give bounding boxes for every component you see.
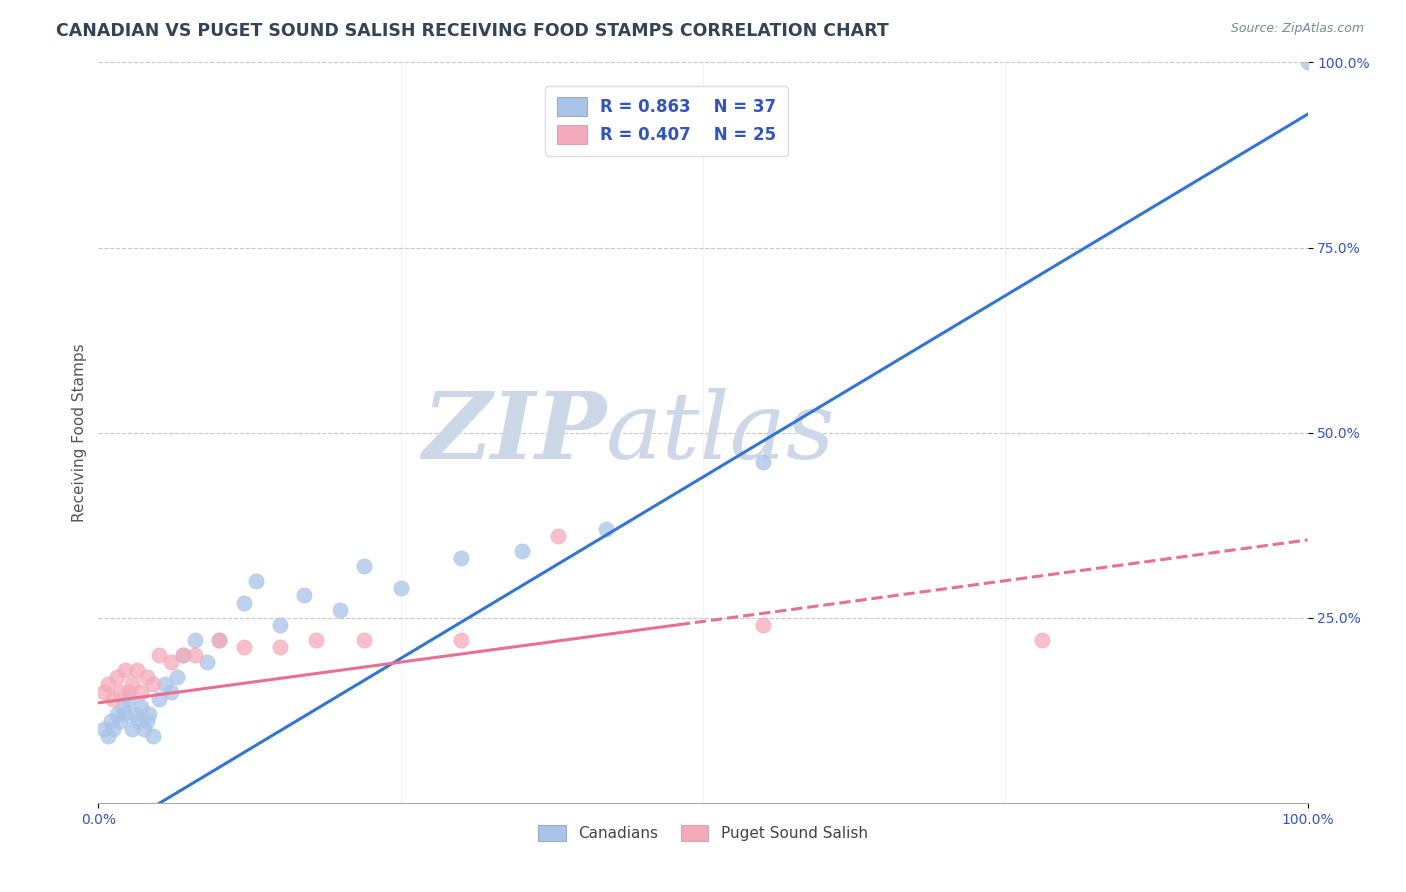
Legend: Canadians, Puget Sound Salish: Canadians, Puget Sound Salish — [533, 819, 873, 847]
Point — [108, 685, 131, 699]
Point — [129, 685, 152, 699]
Y-axis label: Receiving Food Stamps: Receiving Food Stamps — [72, 343, 87, 522]
Point — [134, 722, 156, 736]
Text: atlas: atlas — [606, 388, 835, 477]
Point — [547, 529, 569, 543]
Point — [93, 722, 115, 736]
Point — [510, 544, 533, 558]
Point — [450, 632, 472, 647]
Point — [353, 558, 375, 573]
Point — [172, 648, 194, 662]
Point — [269, 640, 291, 655]
Point — [118, 692, 141, 706]
Point — [124, 706, 146, 721]
Text: Source: ZipAtlas.com: Source: ZipAtlas.com — [1230, 22, 1364, 36]
Point — [232, 596, 254, 610]
Point — [108, 714, 131, 729]
Point — [160, 655, 183, 669]
Point — [100, 714, 122, 729]
Point — [97, 729, 120, 743]
Point — [121, 677, 143, 691]
Point — [752, 618, 775, 632]
Point — [184, 648, 207, 662]
Point — [389, 581, 412, 595]
Point — [142, 677, 165, 691]
Point — [105, 706, 128, 721]
Point — [153, 677, 176, 691]
Point — [105, 670, 128, 684]
Point — [114, 706, 136, 721]
Point — [160, 685, 183, 699]
Point — [135, 670, 157, 684]
Point — [208, 632, 231, 647]
Point — [1031, 632, 1053, 647]
Point — [148, 692, 170, 706]
Point — [129, 699, 152, 714]
Text: ZIP: ZIP — [422, 388, 606, 477]
Point — [127, 663, 149, 677]
Text: CANADIAN VS PUGET SOUND SALISH RECEIVING FOOD STAMPS CORRELATION CHART: CANADIAN VS PUGET SOUND SALISH RECEIVING… — [56, 22, 889, 40]
Point — [118, 685, 141, 699]
Point — [595, 522, 617, 536]
Point — [114, 663, 136, 677]
Point — [138, 706, 160, 721]
Point — [195, 655, 218, 669]
Point — [101, 692, 124, 706]
Point — [1296, 55, 1319, 70]
Point — [121, 722, 143, 736]
Point — [353, 632, 375, 647]
Point — [97, 677, 120, 691]
Point — [172, 648, 194, 662]
Point — [269, 618, 291, 632]
Point — [752, 455, 775, 469]
Point — [245, 574, 267, 588]
Point — [166, 670, 188, 684]
Point — [93, 685, 115, 699]
Point — [135, 714, 157, 729]
Point — [292, 589, 315, 603]
Point — [127, 714, 149, 729]
Point — [184, 632, 207, 647]
Point — [148, 648, 170, 662]
Point — [305, 632, 328, 647]
Point — [232, 640, 254, 655]
Point — [450, 551, 472, 566]
Point — [142, 729, 165, 743]
Point — [101, 722, 124, 736]
Point — [208, 632, 231, 647]
Point — [111, 699, 134, 714]
Point — [329, 603, 352, 617]
